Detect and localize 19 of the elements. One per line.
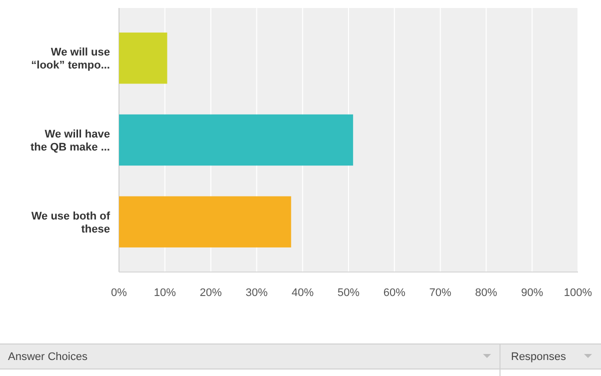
text: Answer Choices <box>8 351 88 363</box>
bar <box>119 32 168 84</box>
x-tick-label: 10% <box>154 287 176 299</box>
x-tick-label: 40% <box>292 287 314 299</box>
x-tick-label: 60% <box>383 287 406 299</box>
x-tick-label: 100% <box>564 287 592 299</box>
bar <box>119 114 354 166</box>
x-tick-label: 70% <box>429 287 452 299</box>
x-tick-label: 50% <box>337 287 360 299</box>
x-tick-label: 80% <box>475 287 498 299</box>
text: Responses <box>511 351 567 363</box>
bar <box>119 196 292 248</box>
x-tick-label: 90% <box>521 287 544 299</box>
y-tick-label: We will have the QB make ... <box>30 128 110 154</box>
x-tick-label: 30% <box>246 287 268 299</box>
x-tick-label: 0% <box>111 287 128 299</box>
y-tick-label: We use both of these <box>31 210 110 236</box>
y-tick-label: We will use “look” tempo... <box>31 46 110 72</box>
x-tick-label: 20% <box>200 287 222 299</box>
